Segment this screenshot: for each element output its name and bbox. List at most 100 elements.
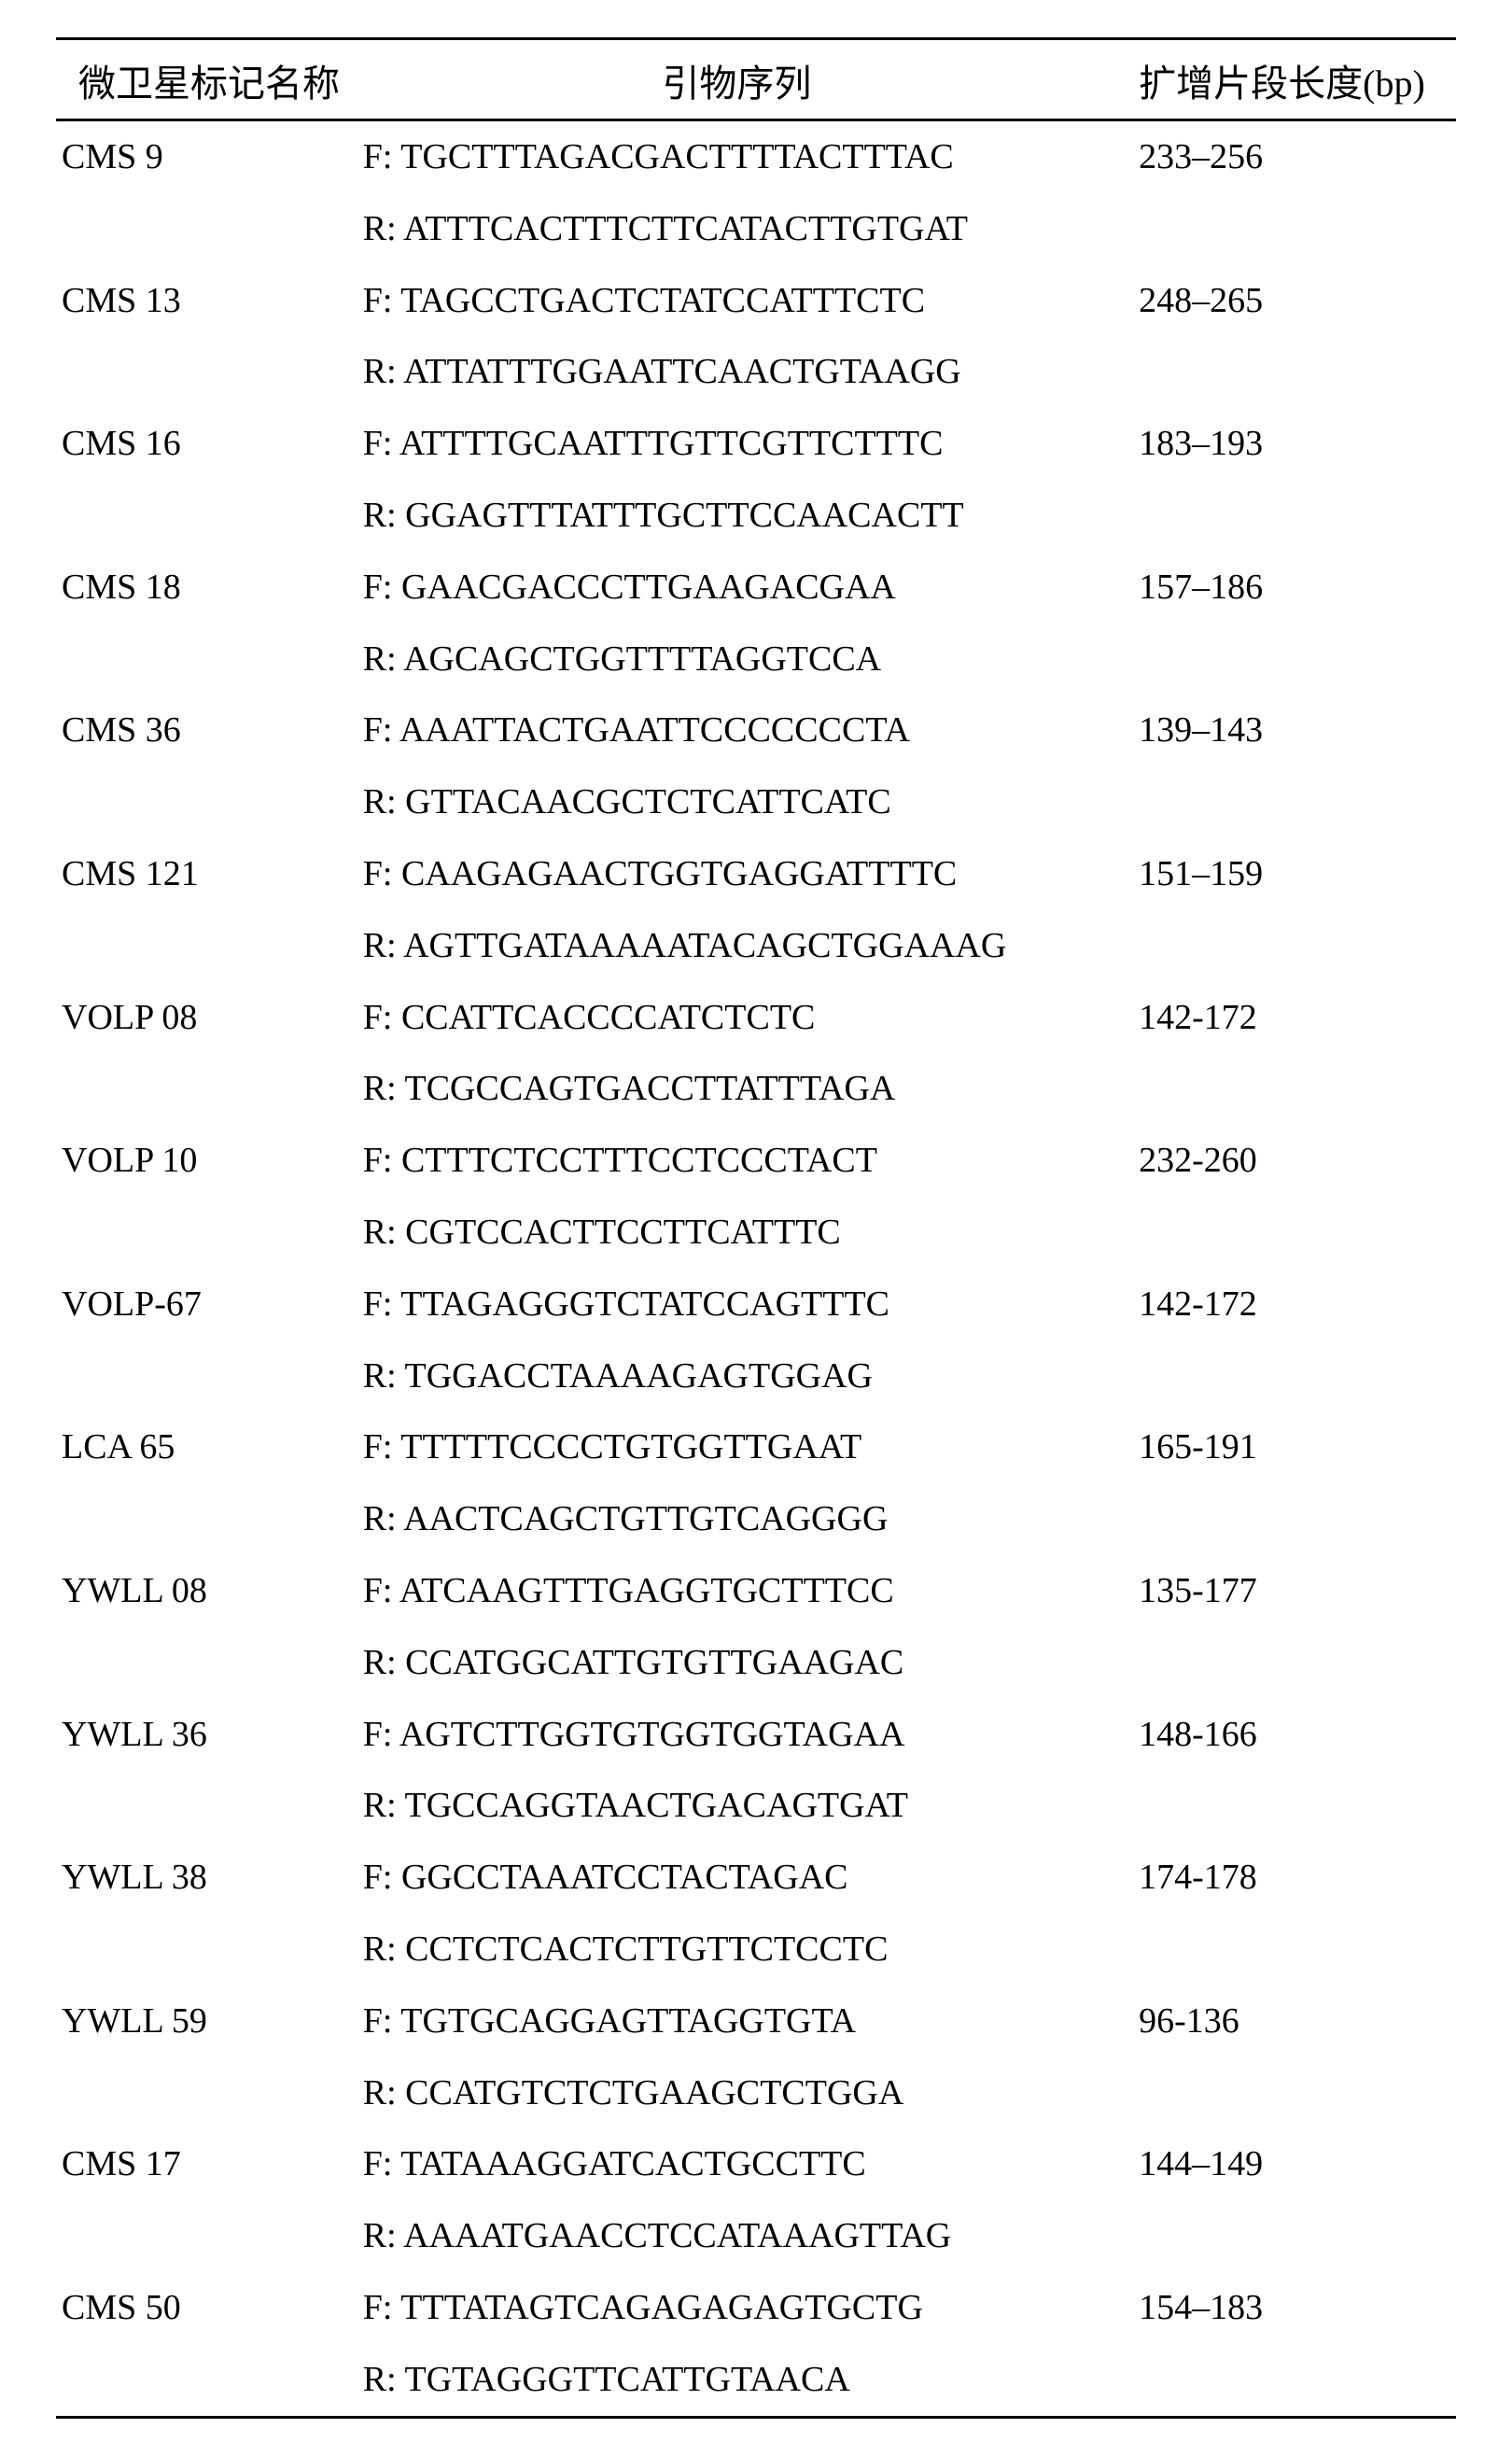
empty-cell [56, 624, 363, 695]
empty-cell [1111, 193, 1456, 265]
primer-reverse-cell: R: TCGCCAGTGACCTTATTTAGA [363, 1053, 1111, 1125]
empty-cell [1111, 1340, 1456, 1412]
primer-forward-cell: F: ATTTTGCAATTTGTTCGTTCTTTC [363, 408, 1111, 480]
marker-cell: VOLP-67 [56, 1269, 363, 1340]
primer-forward-cell: F: GAACGACCCTTGAAGACGAA [363, 552, 1111, 624]
primer-reverse-cell: R: AGTTGATAAAAATACAGCTGGAAAG [363, 910, 1111, 982]
empty-cell [56, 336, 363, 408]
table-row: R: ATTATTTGGAATTCAACTGTAAGG [56, 336, 1456, 408]
empty-cell [1111, 766, 1456, 838]
length-cell: 139–143 [1111, 695, 1456, 766]
empty-cell [1111, 1914, 1456, 1986]
column-header-primer: 引物序列 [363, 39, 1111, 120]
table-row: YWLL 38F: GGCCTAAATCCTACTAGAC174-178 [56, 1842, 1456, 1914]
length-cell: 142-172 [1111, 982, 1456, 1054]
primer-forward-cell: F: ATCAAGTTTGAGGTGCTTTCC [363, 1555, 1111, 1627]
length-cell: 154–183 [1111, 2272, 1456, 2344]
marker-cell: YWLL 08 [56, 1555, 363, 1627]
primer-reverse-cell: R: AAAATGAACCTCCATAAAGTTAG [363, 2200, 1111, 2272]
marker-cell: CMS 13 [56, 265, 363, 337]
column-header-marker: 微卫星标记名称 [56, 39, 363, 120]
empty-cell [1111, 2057, 1456, 2129]
table-row: R: ATTTCACTTTCTTCATACTTGTGAT [56, 193, 1456, 265]
table-row: R: TGTAGGGTTCATTGTAACA [56, 2344, 1456, 2417]
table-row: R: GGAGTTTATTTGCTTCCAACACTT [56, 480, 1456, 552]
length-cell: 233–256 [1111, 120, 1456, 193]
table-row: CMS 9F: TGCTTTAGACGACTTTTACTTTAC233–256 [56, 120, 1456, 193]
table-row: R: AGTTGATAAAAATACAGCTGGAAAG [56, 910, 1456, 982]
marker-cell: CMS 36 [56, 695, 363, 766]
empty-cell [1111, 624, 1456, 695]
length-cell: 144–149 [1111, 2128, 1456, 2200]
primer-reverse-cell: R: CCATGTCTCTGAAGCTCTGGA [363, 2057, 1111, 2129]
empty-cell [1111, 480, 1456, 552]
length-cell: 151–159 [1111, 838, 1456, 910]
table-row: YWLL 36F: AGTCTTGGTGTGGTGGTAGAA148-166 [56, 1699, 1456, 1771]
empty-cell [56, 910, 363, 982]
primer-forward-cell: F: AAATTACTGAATTCCCCCCCTA [363, 695, 1111, 766]
empty-cell [56, 1914, 363, 1986]
length-cell: 157–186 [1111, 552, 1456, 624]
table-header: 微卫星标记名称 引物序列 扩增片段长度(bp) [56, 39, 1456, 120]
table-row: R: AGCAGCTGGTTTTAGGTCCA [56, 624, 1456, 695]
empty-cell [1111, 2344, 1456, 2417]
table-row: CMS 50F: TTTATAGTCAGAGAGAGTGCTG154–183 [56, 2272, 1456, 2344]
marker-cell: VOLP 10 [56, 1125, 363, 1197]
table-row: R: CCTCTCACTCTTGTTCTCCTC [56, 1914, 1456, 1986]
empty-cell [56, 193, 363, 265]
primer-forward-cell: F: AGTCTTGGTGTGGTGGTAGAA [363, 1699, 1111, 1771]
marker-cell: CMS 121 [56, 838, 363, 910]
table-row: R: AACTCAGCTGTTGTCAGGGG [56, 1483, 1456, 1555]
marker-cell: YWLL 59 [56, 1986, 363, 2057]
table-row: LCA 65F: TTTTTCCCCTGTGGTTGAAT165-191 [56, 1411, 1456, 1483]
table-row: R: TGGACCTAAAAGAGTGGAG [56, 1340, 1456, 1412]
primer-forward-cell: F: TATAAAGGATCACTGCCTTC [363, 2128, 1111, 2200]
primer-forward-cell: F: GGCCTAAATCCTACTAGAC [363, 1842, 1111, 1914]
table-row: VOLP 08F: CCATTCACCCCATCTCTC142-172 [56, 982, 1456, 1054]
empty-cell [1111, 1197, 1456, 1269]
primer-reverse-cell: R: TGTAGGGTTCATTGTAACA [363, 2344, 1111, 2417]
table-row: R: CCATGGCATTGTGTTGAAGAC [56, 1627, 1456, 1699]
empty-cell [1111, 1627, 1456, 1699]
length-cell: 142-172 [1111, 1269, 1456, 1340]
length-cell: 174-178 [1111, 1842, 1456, 1914]
length-cell: 135-177 [1111, 1555, 1456, 1627]
empty-cell [1111, 1770, 1456, 1842]
length-cell: 183–193 [1111, 408, 1456, 480]
table-row: R: AAAATGAACCTCCATAAAGTTAG [56, 2200, 1456, 2272]
table-row: CMS 17F: TATAAAGGATCACTGCCTTC144–149 [56, 2128, 1456, 2200]
table-row: CMS 18F: GAACGACCCTTGAAGACGAA157–186 [56, 552, 1456, 624]
primer-forward-cell: F: TTTTTCCCCTGTGGTTGAAT [363, 1411, 1111, 1483]
marker-cell: YWLL 38 [56, 1842, 363, 1914]
empty-cell [1111, 336, 1456, 408]
empty-cell [56, 1053, 363, 1125]
primer-forward-cell: F: TTTATAGTCAGAGAGAGTGCTG [363, 2272, 1111, 2344]
marker-cell: CMS 50 [56, 2272, 363, 2344]
marker-cell: CMS 18 [56, 552, 363, 624]
empty-cell [1111, 1053, 1456, 1125]
table-row: CMS 36F: AAATTACTGAATTCCCCCCCTA139–143 [56, 695, 1456, 766]
table-row: VOLP 10F: CTTTCTCCTTTCCTCCCTACT232-260 [56, 1125, 1456, 1197]
empty-cell [56, 1197, 363, 1269]
page-container: 微卫星标记名称 引物序列 扩增片段长度(bp) CMS 9F: TGCTTTAG… [0, 0, 1512, 2456]
primer-forward-cell: F: TGCTTTAGACGACTTTTACTTTAC [363, 120, 1111, 193]
marker-cell: LCA 65 [56, 1411, 363, 1483]
empty-cell [1111, 910, 1456, 982]
table-row: R: CCATGTCTCTGAAGCTCTGGA [56, 2057, 1456, 2129]
length-cell: 248–265 [1111, 265, 1456, 337]
length-cell: 165-191 [1111, 1411, 1456, 1483]
table-row: CMS 121F: CAAGAGAACTGGTGAGGATTTTC151–159 [56, 838, 1456, 910]
table-row: R: CGTCCACTTCCTTCATTTC [56, 1197, 1456, 1269]
primer-reverse-cell: R: AGCAGCTGGTTTTAGGTCCA [363, 624, 1111, 695]
primer-reverse-cell: R: CCATGGCATTGTGTTGAAGAC [363, 1627, 1111, 1699]
empty-cell [56, 2057, 363, 2129]
primer-reverse-cell: R: GGAGTTTATTTGCTTCCAACACTT [363, 480, 1111, 552]
primer-forward-cell: F: CAAGAGAACTGGTGAGGATTTTC [363, 838, 1111, 910]
marker-cell: CMS 17 [56, 2128, 363, 2200]
length-cell: 96-136 [1111, 1986, 1456, 2057]
marker-cell: YWLL 36 [56, 1699, 363, 1771]
empty-cell [56, 1770, 363, 1842]
table-row: R: TGCCAGGTAACTGACAGTGAT [56, 1770, 1456, 1842]
length-cell: 232-260 [1111, 1125, 1456, 1197]
empty-cell [56, 766, 363, 838]
